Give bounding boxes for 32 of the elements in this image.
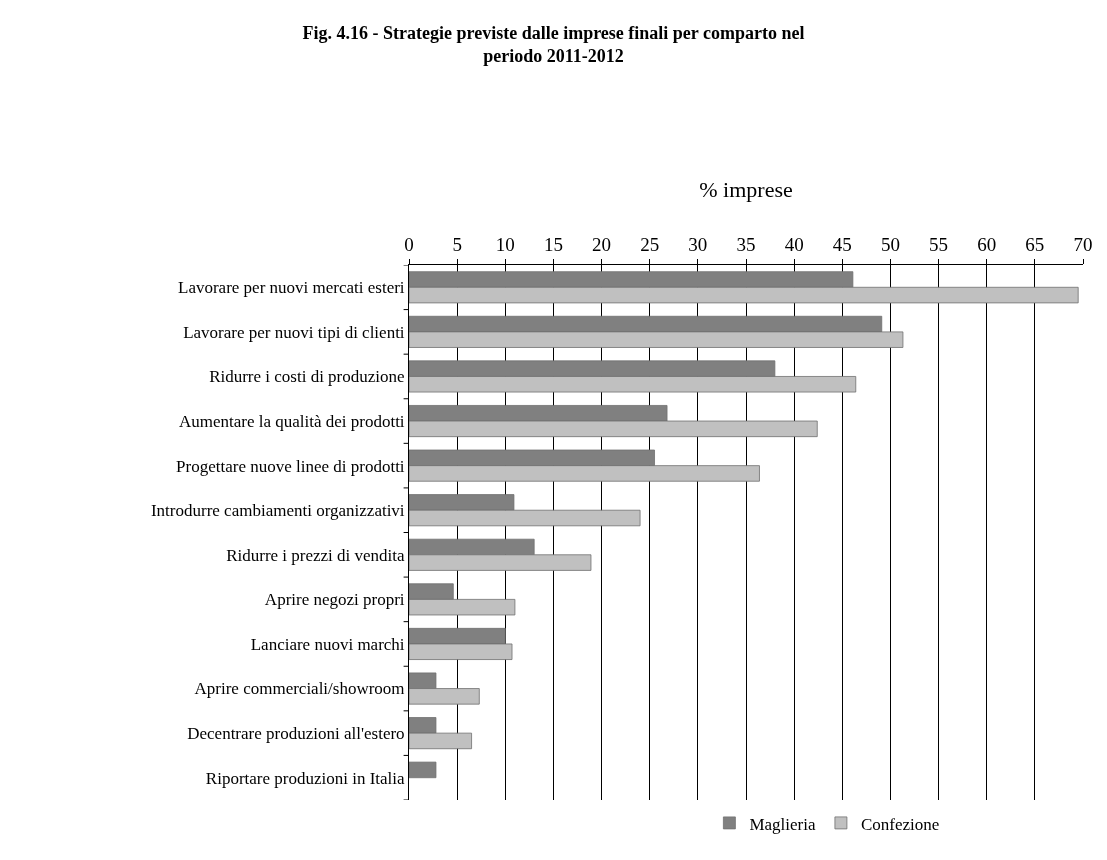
x-tick-label: 0: [404, 234, 414, 256]
y-tick-label: Lavorare per nuovi mercati esteri: [178, 278, 405, 298]
x-tick-label: 50: [880, 234, 900, 256]
y-tick-label: Lanciare nuovi marchi: [250, 634, 405, 654]
x-tick-label: 40: [784, 234, 804, 256]
x-tick-label: 65: [1025, 234, 1045, 256]
chart-title: Fig. 4.16 - Strategie previste dalle imprese finali per comparto nel periodo 2011-2012: [302, 22, 805, 67]
x-tick-label: 20: [592, 234, 612, 256]
legend-label: Confezione: [860, 814, 940, 834]
x-tick-label: 15: [543, 234, 563, 256]
y-tick-label: Progettare nuove linee di prodotti: [176, 456, 405, 476]
x-axis-title: % imprese: [699, 177, 793, 203]
x-tick-label: 5: [452, 234, 462, 256]
x-tick-label: 60: [977, 234, 997, 256]
y-tick-label: Aprire commerciali/showroom: [194, 679, 405, 699]
legend-label: Maglieria: [749, 814, 816, 834]
y-tick-label: Lavorare per nuovi tipi di clienti: [183, 322, 405, 342]
y-tick-label: Ridurre i prezzi di vendita: [226, 545, 406, 565]
bar: [409, 761, 437, 779]
y-tick-label: Ridurre i costi di produzione: [209, 367, 405, 387]
x-tick-label: 30: [688, 234, 708, 256]
x-tick-label: 25: [640, 234, 660, 256]
x-tick-label: 45: [832, 234, 852, 256]
y-tick-label: Aumentare la qualità dei prodotti: [178, 411, 405, 431]
x-tick-label: 70: [1073, 234, 1093, 256]
y-tick-label: Decentrare produzioni all'estero: [187, 724, 405, 744]
x-tick-label: 10: [495, 234, 515, 256]
y-tick-label: Introdurre cambiamenti organizzativi: [150, 501, 405, 521]
x-tick-label: 55: [929, 234, 949, 256]
y-tick-label: Riportare produzioni in Italia: [205, 768, 406, 788]
y-tick-label: Aprire negozi propri: [264, 590, 405, 610]
x-tick-label: 35: [736, 234, 756, 256]
